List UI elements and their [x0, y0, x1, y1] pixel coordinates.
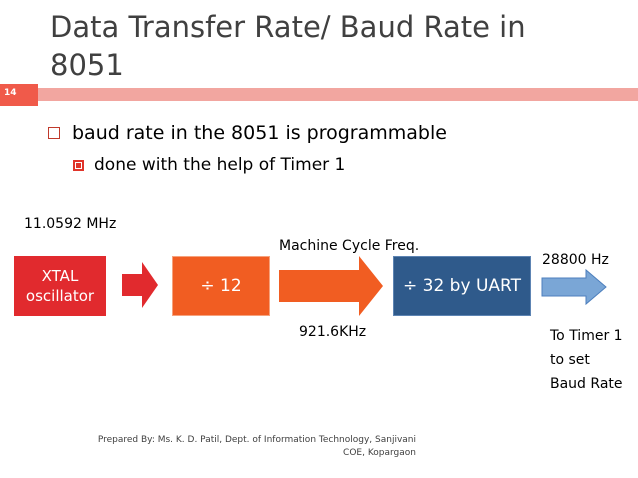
timer-note-line-1: To Timer 1 — [550, 328, 623, 344]
arrow-red-icon — [122, 262, 158, 308]
arrow-orange-icon — [279, 256, 383, 316]
timer-note-line-3: Baud Rate — [550, 376, 623, 392]
input-frequency-label: 11.0592 MHz — [24, 216, 117, 232]
output-frequency-label: 28800 Hz — [542, 252, 609, 268]
timer-note-line-2: to set — [550, 352, 590, 368]
footer-credit: Prepared By: Ms. K. D. Patil, Dept. of I… — [60, 434, 416, 460]
xtal-label-line-1: XTAL — [41, 267, 79, 285]
arrow-blue-icon — [541, 268, 607, 306]
xtal-label-line-2: oscillator — [25, 287, 95, 305]
divide-by-12-box: ÷ 12 — [172, 256, 270, 316]
slide-number: 14 — [4, 88, 17, 98]
divide-by-32-uart-box: ÷ 32 by UART — [393, 256, 531, 316]
bullet-main-text: baud rate in the 8051 is programmable — [72, 122, 447, 144]
xtal-oscillator-box: XTAL oscillator — [14, 256, 106, 316]
filled-square-bullet-icon — [73, 159, 84, 171]
slide-title: Data Transfer Rate/ Baud Rate in 8051 — [50, 8, 610, 84]
title-accent-bar — [0, 88, 638, 101]
divide-by-32-label: ÷ 32 by UART — [403, 276, 521, 296]
hollow-square-bullet-icon — [48, 127, 60, 139]
timer-note: To Timer 1 to set Baud Rate — [550, 324, 623, 396]
bullet-sub-text: done with the help of Timer 1 — [94, 155, 346, 175]
slide-title-line-1: Data Transfer Rate/ Baud Rate in — [50, 10, 526, 44]
footer-line-2: COE, Kopargaon — [343, 448, 416, 458]
bullet-sub: done with the help of Timer 1 — [73, 154, 345, 176]
machine-cycle-label: Machine Cycle Freq. — [279, 238, 420, 254]
slide-title-line-2: 8051 — [50, 48, 124, 82]
slide-number-badge: 14 — [0, 84, 38, 106]
bullet-main: baud rate in the 8051 is programmable — [48, 121, 447, 145]
divide-by-12-label: ÷ 12 — [200, 276, 242, 296]
footer-line-1: Prepared By: Ms. K. D. Patil, Dept. of I… — [97, 435, 416, 445]
machine-frequency-label: 921.6KHz — [299, 324, 367, 340]
